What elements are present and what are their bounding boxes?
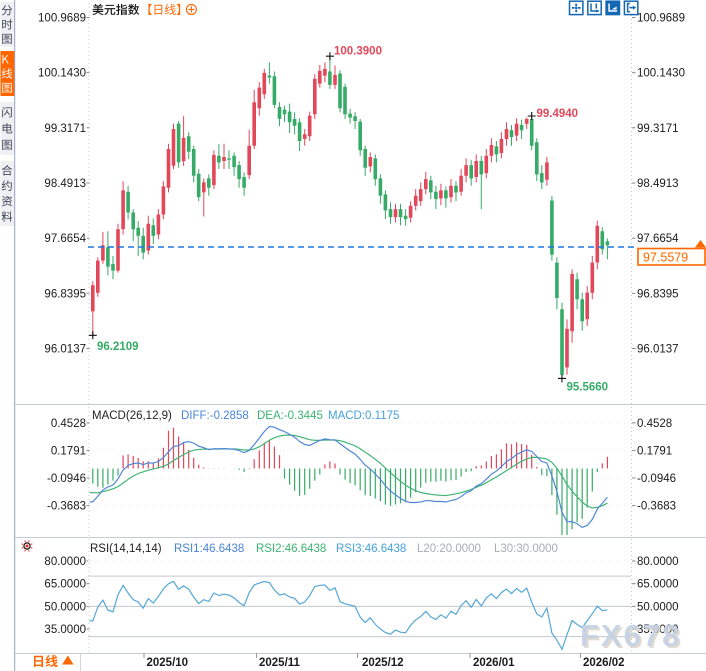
svg-text:2026/02: 2026/02 bbox=[583, 657, 625, 669]
svg-text:MACD:0.1175: MACD:0.1175 bbox=[328, 410, 399, 422]
svg-text:FX678: FX678 bbox=[580, 618, 681, 653]
svg-text:35.0000: 35.0000 bbox=[637, 624, 679, 636]
svg-text:RSI(14,14,14): RSI(14,14,14) bbox=[90, 543, 162, 555]
svg-text:100.1430: 100.1430 bbox=[637, 68, 685, 80]
svg-text:0.4528: 0.4528 bbox=[51, 418, 86, 430]
svg-text:50.0000: 50.0000 bbox=[637, 601, 679, 613]
svg-text:35.0000: 35.0000 bbox=[44, 624, 86, 636]
svg-text:2025/10: 2025/10 bbox=[147, 657, 189, 669]
svg-text:2025/11: 2025/11 bbox=[259, 657, 301, 669]
svg-text:96.8395: 96.8395 bbox=[637, 288, 679, 300]
svg-text:95.5660: 95.5660 bbox=[567, 382, 609, 394]
svg-text:FX678: FX678 bbox=[582, 620, 683, 655]
svg-text:97.5579: 97.5579 bbox=[643, 251, 688, 265]
svg-text:97.6654: 97.6654 bbox=[637, 233, 679, 245]
svg-text:99.3171: 99.3171 bbox=[637, 123, 679, 135]
svg-text:100.1430: 100.1430 bbox=[38, 68, 86, 80]
svg-text:DIFF:-0.2858: DIFF:-0.2858 bbox=[181, 410, 249, 422]
svg-text:RSI3:46.6438: RSI3:46.6438 bbox=[336, 543, 406, 555]
svg-text:-0.3683: -0.3683 bbox=[637, 501, 676, 513]
svg-text:100.3900: 100.3900 bbox=[334, 46, 382, 58]
svg-text:80.0000: 80.0000 bbox=[44, 556, 86, 568]
svg-text:-0.0946: -0.0946 bbox=[47, 473, 86, 485]
svg-text:99.4940: 99.4940 bbox=[537, 108, 579, 120]
svg-text:98.4913: 98.4913 bbox=[637, 178, 679, 190]
svg-text:RSI1:46.6438: RSI1:46.6438 bbox=[174, 543, 244, 555]
svg-text:100.9689: 100.9689 bbox=[637, 13, 685, 25]
svg-text:96.8395: 96.8395 bbox=[44, 288, 86, 300]
svg-text:80.0000: 80.0000 bbox=[637, 556, 679, 568]
svg-text:-0.3683: -0.3683 bbox=[47, 501, 86, 513]
svg-text:50.0000: 50.0000 bbox=[44, 601, 86, 613]
svg-text:L20:20.0000: L20:20.0000 bbox=[417, 543, 481, 555]
svg-text:DEA:-0.3445: DEA:-0.3445 bbox=[257, 410, 323, 422]
svg-text:65.0000: 65.0000 bbox=[637, 579, 679, 591]
svg-text:96.0137: 96.0137 bbox=[637, 344, 679, 356]
svg-text:0.1791: 0.1791 bbox=[637, 445, 672, 457]
svg-text:97.6654: 97.6654 bbox=[44, 233, 86, 245]
svg-text:MACD(26,12,9): MACD(26,12,9) bbox=[92, 410, 172, 422]
svg-text:96.2109: 96.2109 bbox=[97, 341, 139, 353]
svg-text:-0.0946: -0.0946 bbox=[637, 473, 676, 485]
svg-text:65.0000: 65.0000 bbox=[44, 579, 86, 591]
svg-text:2025/12: 2025/12 bbox=[362, 657, 404, 669]
svg-text:0.1791: 0.1791 bbox=[51, 445, 86, 457]
svg-text:2026/01: 2026/01 bbox=[473, 657, 515, 669]
svg-text:98.4913: 98.4913 bbox=[44, 178, 86, 190]
svg-text:L30:30.0000: L30:30.0000 bbox=[494, 543, 558, 555]
svg-text:0.4528: 0.4528 bbox=[637, 418, 672, 430]
svg-text:100.9689: 100.9689 bbox=[38, 13, 86, 25]
svg-text:RSI2:46.6438: RSI2:46.6438 bbox=[256, 543, 326, 555]
svg-text:99.3171: 99.3171 bbox=[44, 123, 86, 135]
svg-text:96.0137: 96.0137 bbox=[44, 344, 86, 356]
